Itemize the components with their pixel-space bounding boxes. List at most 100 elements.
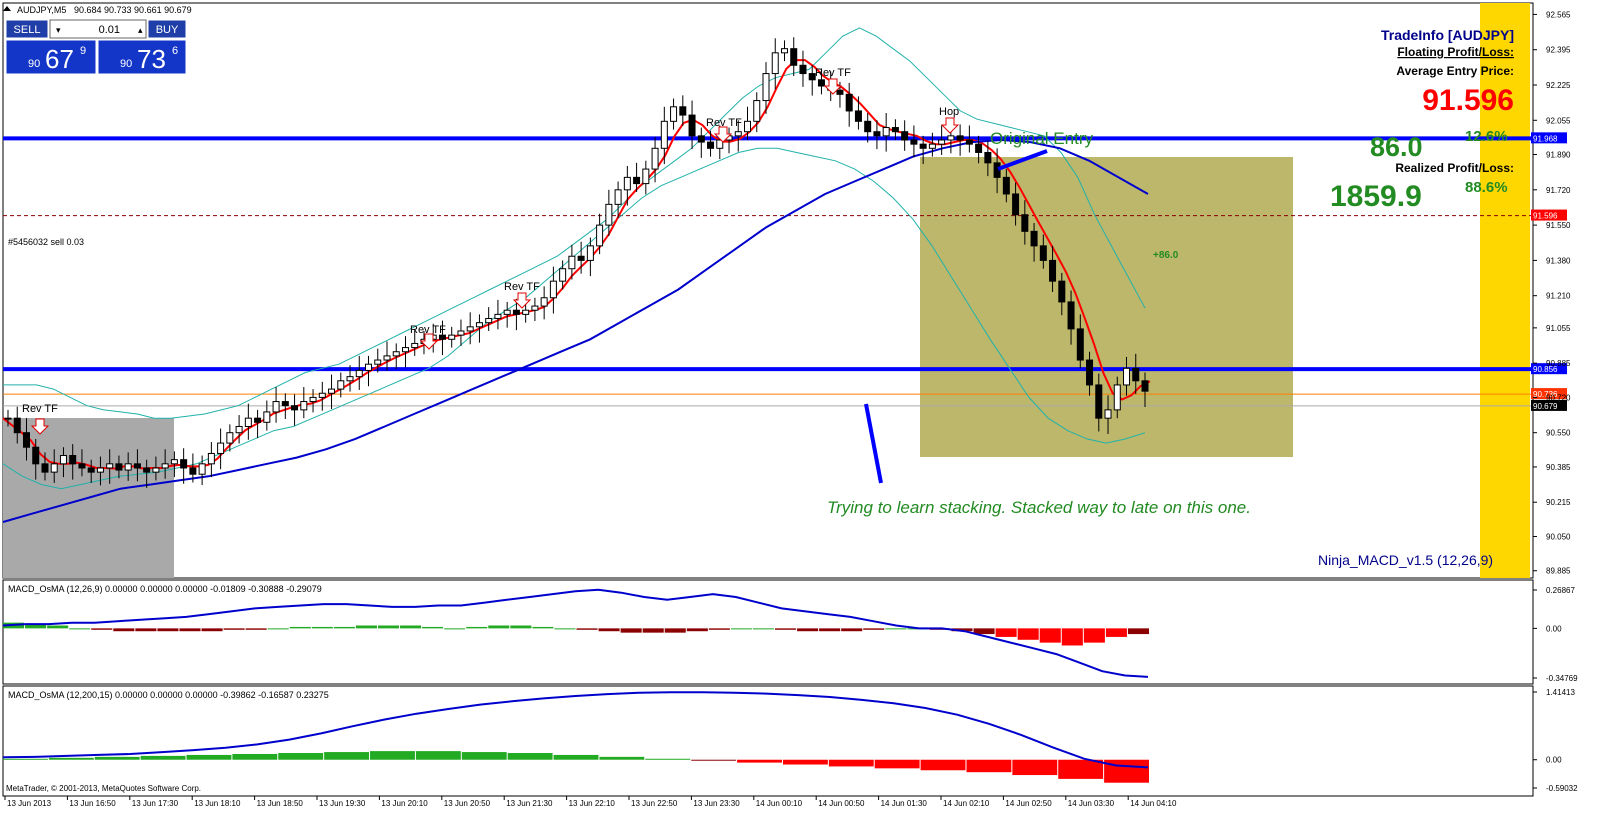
osma-bar bbox=[1061, 628, 1083, 646]
osma-bar bbox=[157, 628, 179, 632]
candle-body bbox=[817, 79, 825, 87]
osma-bar bbox=[25, 624, 47, 629]
candle-body bbox=[799, 64, 807, 75]
osma-bar bbox=[91, 628, 113, 630]
buy-button[interactable] bbox=[147, 19, 187, 39]
candle-body bbox=[707, 141, 715, 149]
candle-body bbox=[753, 100, 761, 122]
candle-body bbox=[78, 463, 86, 469]
avg-entry-label: Average Entry Price: bbox=[1396, 64, 1514, 78]
osma-bar bbox=[201, 628, 223, 632]
original-entry-label: Original Entry bbox=[990, 129, 1093, 148]
candle-body bbox=[1039, 245, 1047, 261]
price-tick-label: 92.565 bbox=[1546, 10, 1571, 19]
osma-bar bbox=[48, 757, 94, 760]
note-pointer-line bbox=[864, 403, 883, 484]
candle-body bbox=[50, 463, 58, 473]
candle-body bbox=[475, 322, 483, 328]
macd-tick-label: 1.41413 bbox=[1546, 688, 1575, 697]
osma-bar bbox=[1058, 759, 1104, 779]
osma-bar bbox=[554, 628, 576, 630]
price-tick-label: 91.550 bbox=[1546, 221, 1571, 230]
buy-price-pip: 6 bbox=[172, 45, 178, 57]
time-label: 14 Jun 02:50 bbox=[1005, 799, 1052, 808]
candle-body bbox=[328, 388, 336, 394]
candle-body bbox=[854, 110, 862, 122]
floating-label: Floating Profit/Loss: bbox=[1397, 45, 1514, 59]
osma-bar bbox=[510, 625, 532, 629]
candle-body bbox=[771, 52, 779, 75]
osma-bar bbox=[885, 628, 907, 630]
candle-body bbox=[189, 467, 197, 475]
candle-body bbox=[1049, 259, 1057, 282]
candle-body bbox=[69, 455, 77, 465]
time-label: 13 Jun 22:50 bbox=[631, 799, 678, 808]
time-label: 14 Jun 00:10 bbox=[756, 799, 803, 808]
osma-bar bbox=[94, 756, 140, 760]
one-click-trade-panel: SELL ▾ 0.01 ▴ BUY 90 67 9 90 73 6 bbox=[5, 19, 187, 75]
candle-body bbox=[346, 376, 354, 382]
chevron-down-icon[interactable]: ▾ bbox=[56, 25, 61, 35]
candle-body bbox=[882, 127, 890, 137]
candle-body bbox=[291, 405, 299, 411]
candle-body bbox=[32, 446, 40, 465]
candle-body bbox=[1141, 380, 1149, 392]
candle-body bbox=[1002, 176, 1010, 195]
lot-size-input[interactable] bbox=[49, 19, 147, 39]
moving-averages bbox=[2, 59, 1151, 523]
band-upper-line bbox=[3, 27, 1146, 419]
osma-bar bbox=[232, 753, 278, 760]
candle-body bbox=[623, 176, 631, 191]
sell-button[interactable] bbox=[5, 19, 49, 39]
candle-body bbox=[96, 467, 104, 473]
candle-body bbox=[642, 168, 650, 185]
osma-bar bbox=[245, 628, 267, 630]
candle-body bbox=[716, 139, 724, 149]
candle-body bbox=[365, 363, 373, 371]
candle-body bbox=[254, 417, 262, 423]
candle-body bbox=[651, 147, 659, 170]
price-tick-label: 92.055 bbox=[1546, 116, 1571, 125]
time-label: 13 Jun 21:30 bbox=[506, 799, 553, 808]
symbol-label: AUDJPY,M5 bbox=[17, 5, 66, 15]
osma-bar bbox=[289, 626, 311, 629]
candle-body bbox=[975, 143, 983, 153]
sell-price-big: 67 bbox=[45, 44, 74, 74]
floating-value: 86.0 bbox=[1370, 132, 1423, 162]
buy-price-box[interactable] bbox=[97, 39, 187, 75]
price-tick-label: 91.210 bbox=[1546, 292, 1571, 301]
candle-body bbox=[596, 224, 604, 247]
chevron-up-icon[interactable]: ▴ bbox=[138, 25, 143, 35]
price-level-tag bbox=[1531, 132, 1567, 144]
candle-body bbox=[614, 189, 622, 205]
candle-body bbox=[457, 330, 465, 336]
osma-bar bbox=[1017, 628, 1039, 640]
osma-bar bbox=[752, 628, 775, 630]
time-label: 13 Jun 20:10 bbox=[381, 799, 428, 808]
buy-price-prefix: 90 bbox=[120, 58, 132, 70]
arrow-down-icon bbox=[823, 78, 843, 95]
candle-body bbox=[891, 127, 899, 133]
osma-bar bbox=[333, 626, 355, 629]
time-label: 14 Jun 00:50 bbox=[818, 799, 865, 808]
time-label: 14 Jun 04:10 bbox=[1130, 799, 1177, 808]
candle-body bbox=[928, 143, 936, 149]
osma-bar bbox=[599, 756, 645, 760]
macd1-title: MACD_OsMA (12,26,9) 0.00000 0.00000 0.00… bbox=[8, 584, 322, 594]
candle-body bbox=[272, 401, 280, 413]
arrow-down-icon bbox=[30, 418, 50, 435]
ma-slow-line bbox=[2, 138, 1149, 523]
candle-body bbox=[226, 432, 234, 444]
arrow-down-icon bbox=[940, 117, 960, 134]
osma-bar bbox=[1104, 759, 1149, 783]
osma-bar bbox=[186, 754, 232, 760]
candle-body bbox=[790, 48, 798, 66]
sell-price-box[interactable] bbox=[5, 39, 97, 75]
candle-body bbox=[670, 106, 678, 122]
osma-bar bbox=[1127, 628, 1149, 635]
candle-body bbox=[300, 401, 308, 411]
price-tick-label: 90.050 bbox=[1546, 532, 1571, 541]
osma-bar bbox=[267, 628, 289, 630]
candle-body bbox=[438, 334, 446, 340]
